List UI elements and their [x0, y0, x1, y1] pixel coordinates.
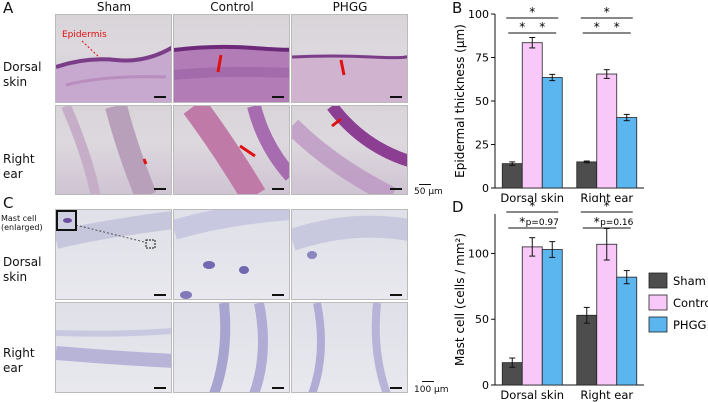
thickness-marker [239, 144, 256, 158]
legend-swatch [648, 316, 668, 333]
legend-label: PHGG [673, 318, 706, 332]
epidermis-annotation: Epidermis [62, 30, 107, 40]
row-label-c-ear: Right ear [3, 346, 35, 375]
y-tick-label: 50 [475, 95, 489, 108]
significance-label: p=0.97 [526, 218, 559, 228]
panel-label-c: C [3, 194, 14, 212]
micrograph-c-phgg-ear [291, 302, 408, 393]
column-header-sham: Sham [96, 0, 132, 14]
bar [541, 249, 563, 386]
significance-label: * [594, 20, 600, 34]
bar [521, 42, 543, 189]
y-tick-label: 0 [482, 379, 489, 392]
micrograph-c-control-dorsal [173, 209, 290, 300]
bar [576, 314, 598, 386]
row-label-c-dorsal: Dorsal skin [3, 255, 42, 284]
y-axis-label: Mast cell (cells / mm²) [453, 233, 467, 366]
significance-label: p=0.16 [600, 218, 634, 228]
x-tick-label: Right ear [580, 191, 633, 202]
scale-bar [272, 96, 284, 98]
bar [576, 161, 598, 189]
panel-label-b: B [452, 0, 463, 17]
panel-label-d: D [452, 198, 464, 216]
column-header-control: Control [210, 0, 254, 14]
thickness-marker [339, 59, 346, 76]
panel-label-a: A [3, 0, 14, 17]
y-tick-label: 75 [475, 52, 489, 65]
bar [501, 163, 523, 189]
bar [616, 276, 638, 386]
column-header-phgg: PHGG [332, 0, 368, 14]
micrograph-a-phgg-dorsal [291, 14, 408, 103]
mast-cell-inset [56, 210, 77, 231]
y-tick-label: 100 [468, 8, 489, 21]
y-tick-label: 50 [475, 313, 489, 326]
y-axis-label: Epidermal thickness (μm) [453, 24, 467, 178]
significance-label: * [614, 20, 620, 34]
scale-bar-label-c: 100 μm [414, 385, 449, 395]
thickness-marker [142, 158, 148, 165]
scale-bar [272, 294, 284, 296]
scale-bar-label-a: 50 μm [414, 187, 443, 197]
bar [596, 73, 618, 189]
micrograph-a-phgg-ear [291, 105, 408, 195]
mast-cell-icon [63, 218, 72, 223]
mast-cell-annotation: Mast cell (enlarged) [1, 214, 43, 232]
micrograph-c-sham-ear [55, 302, 172, 393]
scale-bar-legend-a [419, 184, 431, 185]
significance-label: * [604, 5, 610, 19]
legend-label: Control [673, 296, 708, 310]
scale-bar [390, 294, 402, 296]
legend-swatch [648, 272, 668, 289]
y-tick-label: 25 [475, 139, 489, 152]
legend-swatch [648, 294, 668, 311]
significance-label: * [594, 215, 600, 229]
micrograph-a-control-dorsal [173, 14, 290, 103]
scale-bar [390, 387, 402, 389]
scale-bar [154, 294, 166, 296]
significance-label: * [529, 5, 535, 19]
thickness-marker [216, 54, 223, 73]
significance-label: * [539, 20, 545, 34]
bar [521, 246, 543, 386]
scale-bar [154, 188, 166, 190]
y-tick-label: 0 [482, 182, 489, 195]
significance-label: * [519, 20, 525, 34]
scale-bar [154, 96, 166, 98]
row-label-a-dorsal: Dorsal skin [3, 60, 42, 89]
scale-bar [272, 188, 284, 190]
epidermis-arrow [81, 40, 101, 59]
micrograph-c-control-ear [173, 302, 290, 393]
scale-bar [390, 96, 402, 98]
scale-bar [390, 188, 402, 190]
x-tick-label: Dorsal skin [500, 388, 564, 402]
legend-label: Sham [673, 274, 706, 288]
y-tick-label: 100 [468, 247, 489, 260]
x-tick-label: Right ear [580, 388, 633, 402]
x-tick-label: Dorsal skin [500, 191, 564, 202]
micrograph-a-sham-ear [55, 105, 172, 195]
micrograph-c-phgg-dorsal [291, 209, 408, 300]
thickness-marker [331, 117, 342, 128]
bar [596, 243, 618, 386]
significance-label: * [604, 200, 610, 213]
significance-label: * [529, 200, 535, 213]
scale-bar-legend-c [422, 381, 434, 382]
significance-label: * [519, 215, 525, 229]
scale-bar [154, 387, 166, 389]
bar [541, 77, 563, 189]
micrograph-a-control-ear [173, 105, 290, 195]
scale-bar [272, 387, 284, 389]
row-label-a-ear: Right ear [3, 152, 35, 181]
bar [616, 117, 638, 189]
micrograph-a-sham-dorsal [55, 14, 172, 103]
